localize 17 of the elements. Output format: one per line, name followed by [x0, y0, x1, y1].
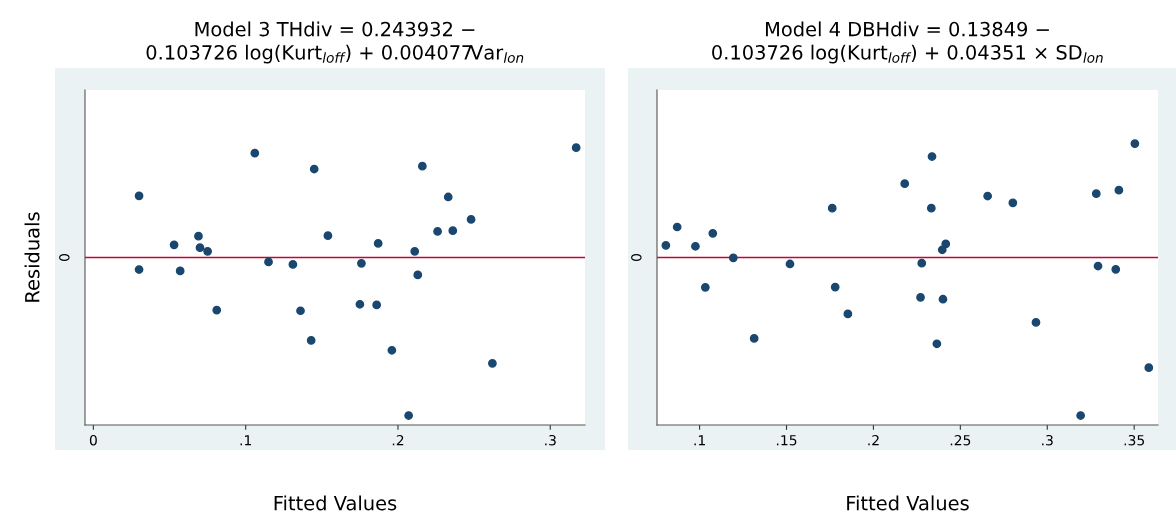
x-axis-title: Fitted Values	[847, 495, 969, 511]
ref-line-label: 0	[631, 254, 642, 261]
ref-line-label: 0	[59, 254, 70, 261]
x-tick-label: .3	[1042, 434, 1053, 446]
x-tick-label: .2	[392, 434, 404, 446]
chart-title: Model 3 THdiv = 0.243932 − 0.103726 log(Kurt$_{loff}$) + 0.004077Var$_{lon}$	[146, 21, 524, 64]
x-tick-label: .25	[950, 434, 971, 446]
x-tick-label: .1	[240, 435, 252, 446]
y-axis-title: Residuals	[24, 212, 40, 302]
chart-title: Model 4 DBHdiv = 0.13849 − 0.103726 log(Kurt$_{loff}$) + 0.04351 × SD$_{lon}$	[712, 21, 1103, 64]
x-tick-label: .35	[1124, 434, 1145, 446]
x-tick-label: .3	[545, 434, 556, 446]
x-axis-title: Fitted Values	[274, 495, 397, 511]
x-tick-label: .15	[776, 435, 797, 446]
x-tick-label: 0	[89, 434, 97, 446]
x-tick-label: .2	[868, 434, 879, 446]
x-tick-label: .1	[694, 435, 705, 446]
